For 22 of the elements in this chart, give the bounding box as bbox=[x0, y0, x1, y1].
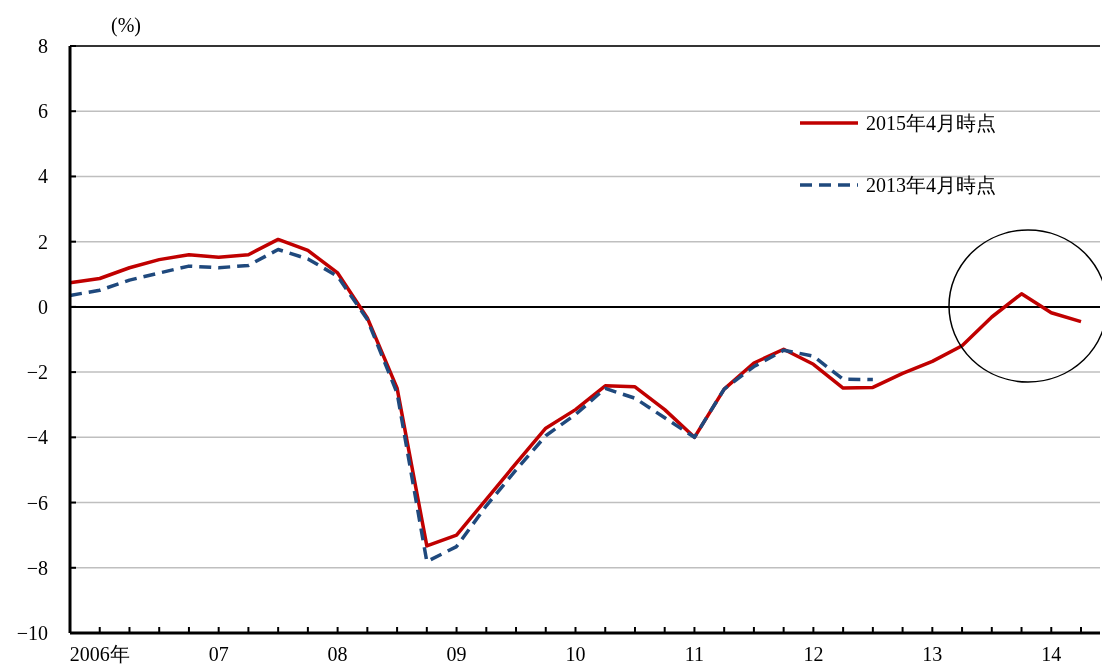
x-tick-label: 08 bbox=[327, 643, 348, 665]
x-tick-label: 10 bbox=[565, 643, 586, 665]
y-tick-label: −4 bbox=[26, 426, 48, 449]
y-tick-label: −8 bbox=[26, 556, 48, 579]
x-tick-label: 2006年 bbox=[69, 643, 130, 665]
y-tick-label: 8 bbox=[38, 35, 48, 57]
y-tick-label: −6 bbox=[26, 491, 48, 514]
y-axis-title: (%) bbox=[111, 14, 141, 37]
y-tick-label: 6 bbox=[38, 100, 48, 123]
x-tick-label: 13 bbox=[922, 643, 943, 665]
y-tick-label: −2 bbox=[26, 361, 48, 384]
x-tick-label: 07 bbox=[208, 643, 229, 665]
x-tick-label: 12 bbox=[803, 643, 824, 665]
x-tick-label: 14 bbox=[1041, 643, 1062, 665]
y-tick-label: 4 bbox=[38, 165, 48, 188]
legend-label: 2013年4月時点 bbox=[866, 174, 996, 196]
y-tick-label: −10 bbox=[16, 622, 48, 644]
y-tick-label: 2 bbox=[38, 230, 48, 253]
y-tick-label: 0 bbox=[38, 295, 48, 318]
legend-label: 2015年4月時点 bbox=[866, 112, 996, 134]
x-tick-label: 11 bbox=[684, 643, 705, 665]
x-tick-label: 09 bbox=[446, 643, 467, 665]
